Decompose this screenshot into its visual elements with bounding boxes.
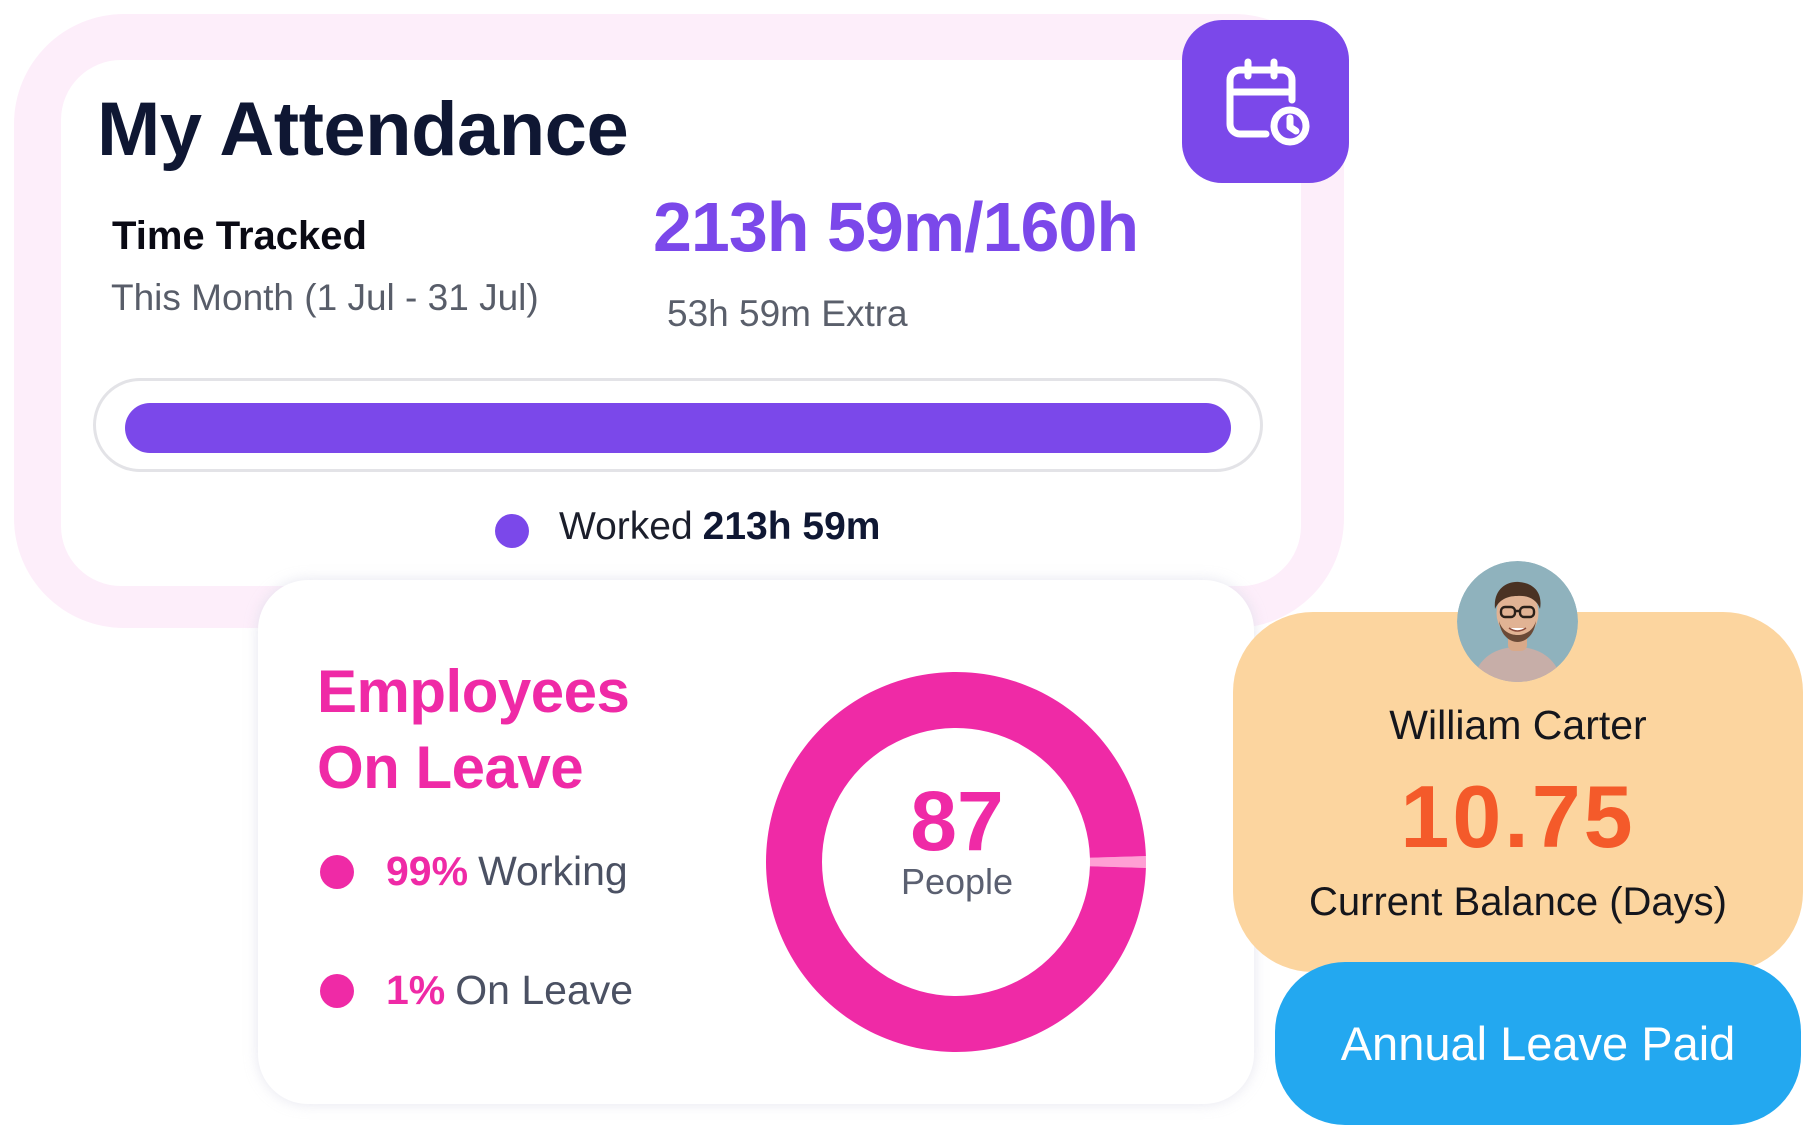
- hours-progress-fill: [125, 403, 1231, 453]
- on-leave-label: On Leave: [455, 967, 634, 1013]
- avatar-photo: [1457, 561, 1578, 682]
- working-percent: 99%: [386, 848, 469, 894]
- leave-summary-card: [258, 580, 1254, 1104]
- leave-donut-chart: [766, 672, 1146, 1052]
- on-leave-legend-dot: [320, 973, 354, 1008]
- donut-slice-working: [766, 672, 1146, 1052]
- hours-total: 213h 59m/160h: [653, 188, 1139, 266]
- leave-balance-value: 10.75: [1400, 767, 1636, 866]
- calendar-clock-icon: [1226, 58, 1309, 145]
- calendar-button[interactable]: [1182, 20, 1349, 183]
- leave-summary-title: Employees On Leave: [317, 654, 630, 806]
- avatar[interactable]: [1457, 561, 1578, 682]
- worked-legend: Worked 213h 59m: [495, 505, 880, 549]
- leave-title-line1: Employees: [317, 658, 630, 725]
- worked-legend-value: 213h 59m: [702, 505, 881, 548]
- time-tracked-label: Time Tracked: [112, 214, 367, 258]
- working-legend-dot: [320, 854, 354, 889]
- donut-center: 87 People: [807, 775, 1107, 903]
- leave-type-button[interactable]: Annual Leave Paid: [1275, 962, 1801, 1125]
- worked-legend-dot: [495, 514, 529, 548]
- working-label: Working: [478, 848, 628, 894]
- hours-progress-bar: [93, 378, 1263, 472]
- legend-item-on-leave: 1% On Leave: [320, 967, 633, 1014]
- extra-hours: 53h 59m Extra: [667, 293, 908, 334]
- leave-title-line2: On Leave: [317, 734, 584, 801]
- period-label: This Month (1 Jul - 31 Jul): [111, 277, 539, 318]
- worked-legend-label: Worked: [559, 505, 693, 548]
- donut-slice-on-leave: [1089, 856, 1146, 868]
- attendance-title: My Attendance: [97, 87, 629, 172]
- employee-name: William Carter: [1389, 702, 1647, 748]
- attendance-card: [61, 60, 1301, 586]
- people-label: People: [900, 861, 1014, 902]
- leave-balance-label: Current Balance (Days): [1309, 880, 1727, 924]
- people-count: 87: [910, 774, 1004, 868]
- legend-item-working: 99% Working: [320, 848, 628, 895]
- on-leave-percent: 1%: [386, 967, 446, 1013]
